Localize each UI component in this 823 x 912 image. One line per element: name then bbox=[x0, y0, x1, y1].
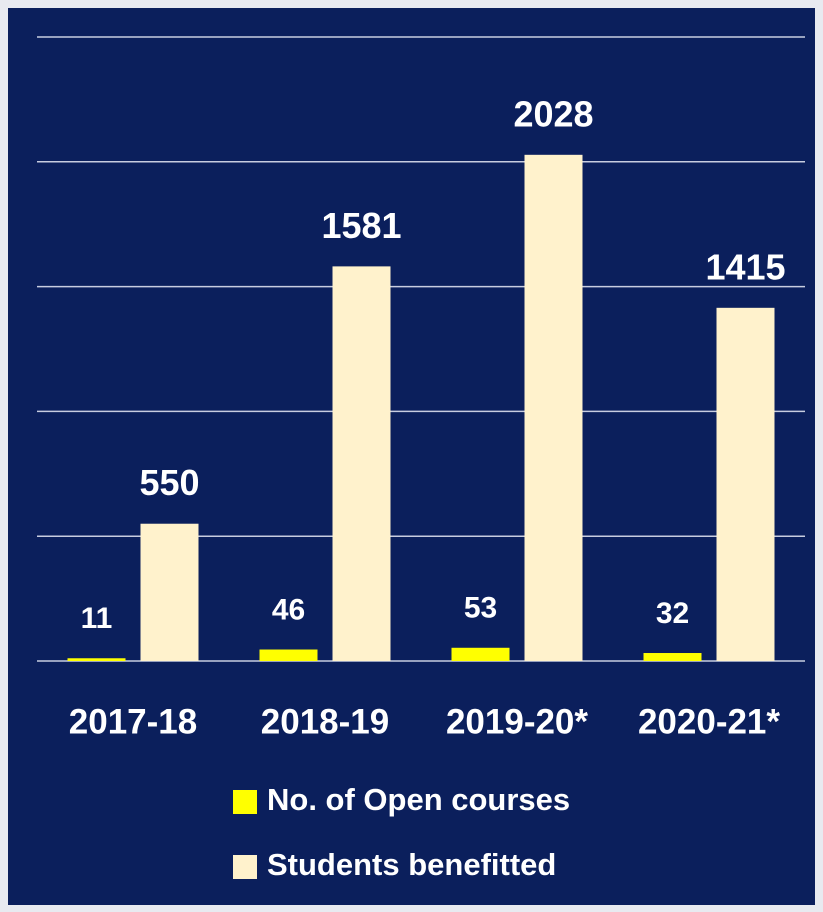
data-label: 2028 bbox=[513, 93, 593, 134]
bar bbox=[259, 649, 318, 661]
bar bbox=[716, 307, 775, 661]
legend-label: Students benefitted bbox=[267, 847, 556, 882]
bar bbox=[451, 647, 510, 661]
data-label: 1415 bbox=[705, 246, 785, 287]
bar bbox=[524, 154, 583, 661]
legend-label: No. of Open courses bbox=[267, 782, 570, 817]
bar bbox=[140, 523, 199, 661]
legend-swatch bbox=[233, 790, 257, 814]
data-label: 11 bbox=[81, 602, 113, 635]
legend-swatch bbox=[233, 855, 257, 879]
data-label: 32 bbox=[656, 597, 689, 630]
x-tick-label: 2018-19 bbox=[261, 702, 389, 741]
x-tick-label: 2017-18 bbox=[69, 702, 197, 741]
x-tick-label: 2020-21* bbox=[638, 702, 780, 741]
data-label: 550 bbox=[139, 462, 199, 503]
data-label: 1581 bbox=[321, 205, 401, 246]
data-label: 46 bbox=[272, 593, 305, 626]
chart-background bbox=[8, 8, 815, 905]
x-tick-label: 2019-20* bbox=[446, 702, 588, 741]
data-label: 53 bbox=[464, 592, 497, 625]
bar bbox=[67, 658, 126, 661]
bar bbox=[643, 653, 702, 661]
bar bbox=[332, 266, 391, 661]
